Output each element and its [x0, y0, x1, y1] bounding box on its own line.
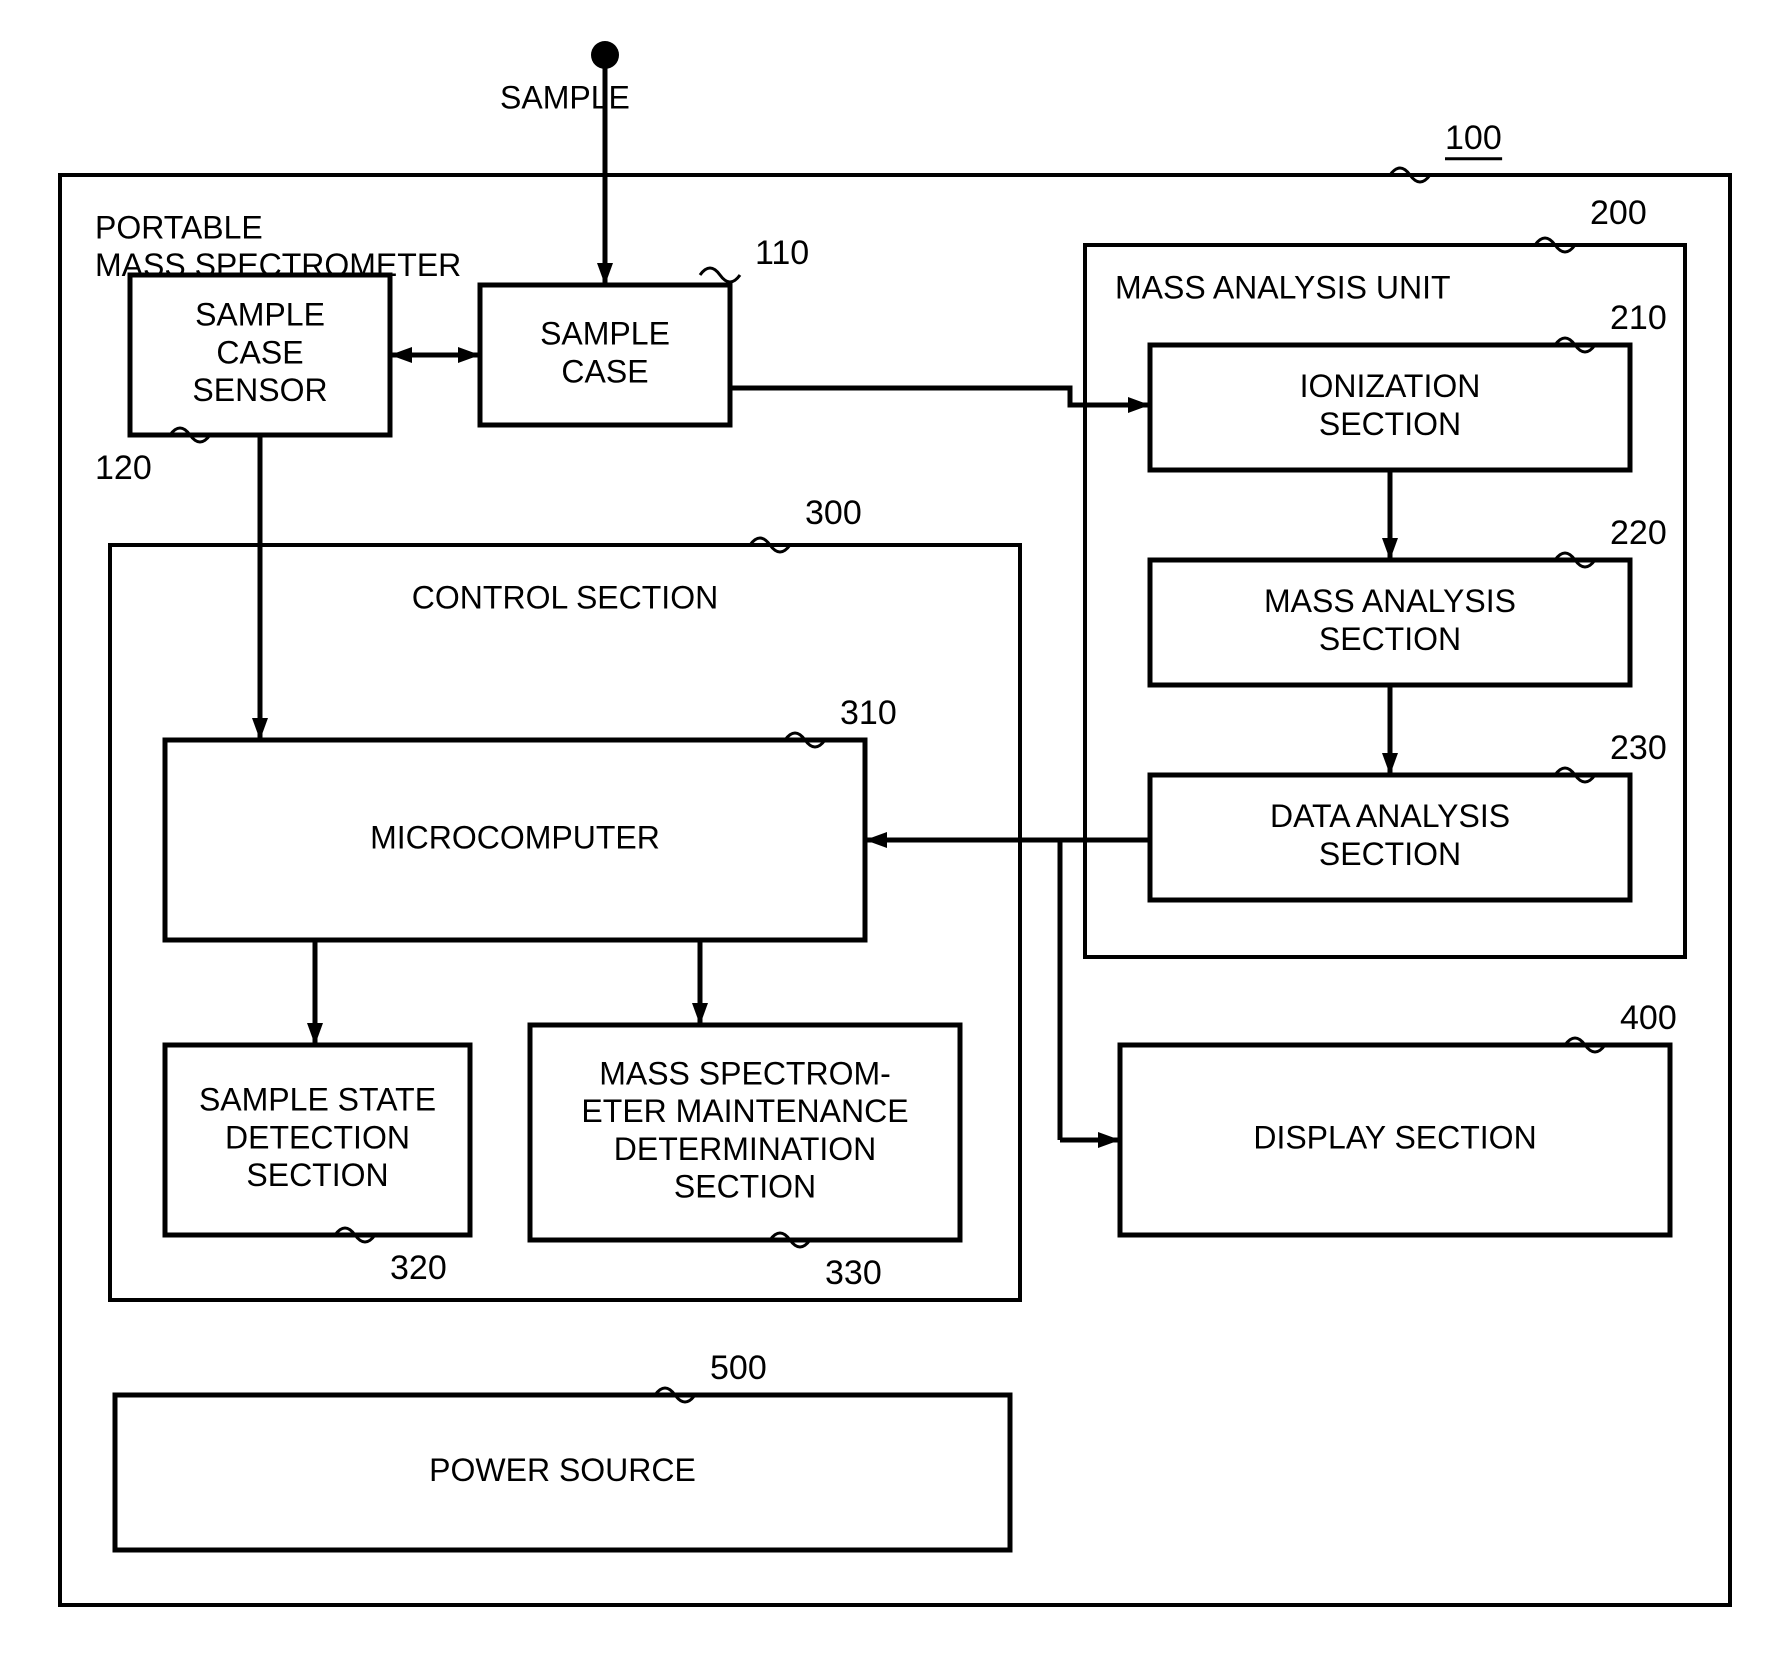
sample-label: SAMPLE [500, 79, 630, 115]
container-outer-ref: 100 [1445, 119, 1502, 157]
svg-text:DATA ANALYSIS: DATA ANALYSIS [1270, 798, 1510, 834]
box-data_analysis-ref: 230 [1610, 729, 1667, 767]
container-mau-ref: 200 [1590, 194, 1647, 232]
svg-text:MASS SPECTROM-: MASS SPECTROM- [599, 1055, 891, 1091]
box-microcomputer-label: MICROCOMPUTER [370, 819, 660, 855]
svg-text:SECTION: SECTION [1319, 836, 1461, 872]
box-display-ref: 400 [1620, 999, 1677, 1037]
box-sample_state-ref: 320 [390, 1249, 447, 1287]
svg-text:CASE: CASE [216, 334, 303, 370]
svg-text:SAMPLE STATE: SAMPLE STATE [199, 1082, 436, 1118]
box-ionization-label: IONIZATIONSECTION [1300, 368, 1481, 442]
svg-text:MICROCOMPUTER: MICROCOMPUTER [370, 819, 660, 855]
svg-text:MASS ANALYSIS: MASS ANALYSIS [1264, 583, 1516, 619]
container-control-ref: 300 [805, 494, 862, 532]
box-power-ref: 500 [710, 1349, 767, 1387]
svg-text:PORTABLE: PORTABLE [95, 209, 263, 245]
svg-text:SAMPLE: SAMPLE [195, 297, 325, 333]
svg-text:SENSOR: SENSOR [192, 372, 327, 408]
svg-text:SECTION: SECTION [1319, 406, 1461, 442]
box-power-label: POWER SOURCE [429, 1452, 696, 1488]
svg-text:SAMPLE: SAMPLE [540, 316, 670, 352]
svg-text:POWER SOURCE: POWER SOURCE [429, 1452, 696, 1488]
svg-text:CASE: CASE [561, 353, 648, 389]
box-microcomputer-ref: 310 [840, 694, 897, 732]
box-mass_analysis_section-ref: 220 [1610, 514, 1667, 552]
svg-text:DETECTION: DETECTION [225, 1119, 410, 1155]
box-sample_case_sensor-ref: 120 [95, 449, 152, 487]
diagram-canvas: SAMPLEPORTABLEMASS SPECTROMETER100MASS A… [0, 0, 1789, 1655]
svg-text:SECTION: SECTION [674, 1169, 816, 1205]
container-control-title: CONTROL SECTION [412, 579, 718, 615]
box-sample_case-ref: 110 [755, 234, 809, 272]
svg-text:DISPLAY SECTION: DISPLAY SECTION [1253, 1119, 1536, 1155]
svg-text:DETERMINATION: DETERMINATION [614, 1131, 877, 1167]
svg-text:CONTROL SECTION: CONTROL SECTION [412, 579, 718, 615]
svg-text:SECTION: SECTION [1319, 621, 1461, 657]
svg-text:MASS ANALYSIS UNIT: MASS ANALYSIS UNIT [1115, 269, 1451, 305]
svg-text:IONIZATION: IONIZATION [1300, 368, 1481, 404]
container-mau-title: MASS ANALYSIS UNIT [1115, 269, 1451, 305]
box-ionization-ref: 210 [1610, 299, 1667, 337]
svg-text:ETER MAINTENANCE: ETER MAINTENANCE [581, 1093, 908, 1129]
box-maintenance-ref: 330 [825, 1254, 882, 1292]
box-display-label: DISPLAY SECTION [1253, 1119, 1536, 1155]
svg-text:SECTION: SECTION [246, 1157, 388, 1193]
